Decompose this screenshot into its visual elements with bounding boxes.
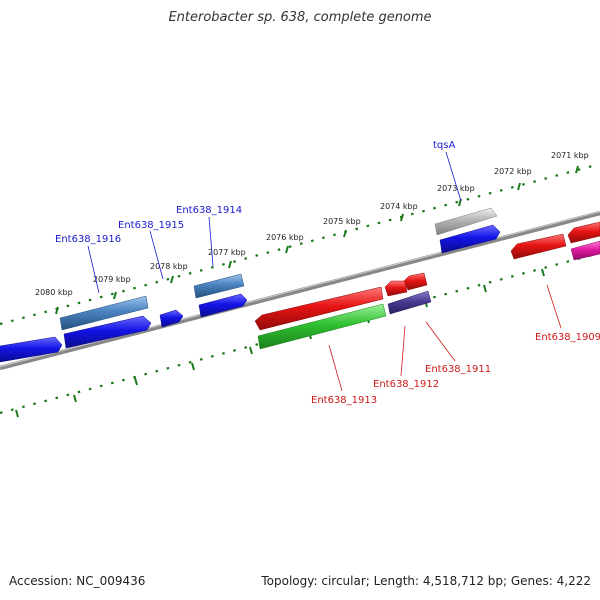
gene-minus-pink-edge[interactable] — [570, 240, 600, 261]
minus-label-leaders — [328, 284, 562, 392]
kbp-label-group: 2071 kbp 2072 kbp 2073 kbp 2074 kbp 2075… — [35, 151, 589, 297]
gene-tqsA-cds[interactable] — [439, 224, 501, 254]
accession-text: Accession: NC_009436 — [9, 574, 146, 588]
gene-label-ent638-1911[interactable]: Ent638_1911 — [425, 364, 491, 375]
gene-ent638-1916-cds[interactable] — [63, 315, 152, 349]
kbp-label-2078: 2078 kbp — [150, 262, 188, 271]
kbp-label-2071: 2071 kbp — [551, 151, 589, 160]
gene-minus-red-edge[interactable] — [567, 221, 600, 244]
gene-label-ent638-1909[interactable]: Ent638_1909 — [535, 332, 600, 343]
gene-ent638-1909[interactable] — [510, 233, 567, 260]
gene-label-tqsA[interactable]: tqsA — [433, 140, 455, 151]
genome-summary-text: Topology: circular; Length: 4,518,712 bp… — [261, 574, 591, 588]
kbp-label-2077: 2077 kbp — [208, 248, 246, 257]
gene-ent638-1914-cds[interactable] — [198, 293, 248, 318]
minus-strand-genes — [254, 221, 600, 350]
gene-ent638-1913-cds[interactable] — [257, 303, 387, 350]
gene-ent638-1912[interactable] — [384, 280, 408, 297]
kbp-label-2080: 2080 kbp — [35, 288, 73, 297]
gene-tqsA[interactable] — [434, 207, 498, 236]
gene-ent638-1911[interactable] — [403, 272, 428, 291]
kbp-label-2076: 2076 kbp — [266, 233, 304, 242]
plus-label-leaders — [87, 151, 462, 294]
gene-plus-blue-a[interactable] — [0, 336, 63, 363]
gene-label-ent638-1912[interactable]: Ent638_1912 — [373, 379, 439, 390]
kbp-label-2073: 2073 kbp — [437, 184, 475, 193]
gene-label-ent638-1914[interactable]: Ent638_1914 — [176, 205, 242, 216]
kbp-label-2072: 2072 kbp — [494, 167, 532, 176]
gene-ent638-1913[interactable] — [254, 286, 384, 331]
gene-ent638-1912-cds[interactable] — [387, 290, 432, 315]
gene-label-ent638-1913[interactable]: Ent638_1913 — [311, 395, 377, 406]
gene-label-ent638-1915[interactable]: Ent638_1915 — [118, 220, 184, 231]
gene-ent638-1915[interactable] — [159, 309, 184, 328]
genome-title: Enterobacter sp. 638, complete genome — [168, 10, 432, 25]
kbp-label-2075: 2075 kbp — [323, 217, 361, 226]
genome-backbone-highlight — [0, 211, 600, 368]
gene-ent638-1916[interactable] — [59, 295, 149, 331]
genome-backbone — [0, 210, 600, 371]
plus-scale-major-ticks — [55, 165, 579, 315]
gene-label-ent638-1916[interactable]: Ent638_1916 — [55, 234, 121, 245]
gene-ent638-1914[interactable] — [193, 273, 245, 299]
plus-strand-genes — [0, 207, 501, 363]
kbp-label-2074: 2074 kbp — [380, 202, 418, 211]
kbp-label-2079: 2079 kbp — [93, 275, 131, 284]
